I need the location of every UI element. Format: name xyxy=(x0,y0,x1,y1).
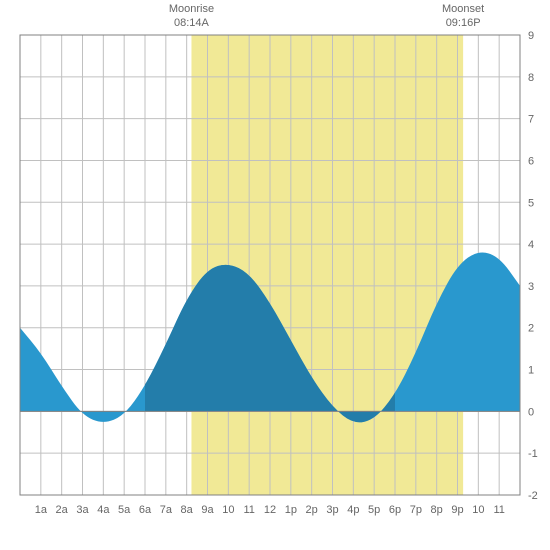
moonset-time: 09:16P xyxy=(433,16,493,30)
moonset-label: Moonset 09:16P xyxy=(433,2,493,31)
x-tick-label: 10 xyxy=(472,504,484,516)
x-tick-label: 3a xyxy=(76,504,89,516)
x-tick-label: 9a xyxy=(201,504,214,516)
y-tick-label: 2 xyxy=(528,323,534,335)
y-tick-label: -2 xyxy=(528,490,538,502)
moonrise-label: Moonrise 08:14A xyxy=(161,2,221,31)
moon-band xyxy=(191,35,463,495)
x-tick-label: 1p xyxy=(285,504,297,516)
y-tick-label: 4 xyxy=(528,239,534,251)
y-tick-label: 8 xyxy=(528,72,534,84)
x-tick-label: 7p xyxy=(410,504,422,516)
x-tick-label: 5p xyxy=(368,504,380,516)
x-tick-label: 10 xyxy=(222,504,234,516)
x-tick-label: 5a xyxy=(118,504,131,516)
tide-chart: -2-101234567891a2a3a4a5a6a7a8a9a1011121p… xyxy=(0,0,550,550)
x-tick-label: 6p xyxy=(389,504,401,516)
x-tick-label: 6a xyxy=(139,504,152,516)
moonset-title: Moonset xyxy=(433,2,493,16)
y-tick-label: 6 xyxy=(528,155,534,167)
y-tick-label: 1 xyxy=(528,365,534,377)
chart-svg: -2-101234567891a2a3a4a5a6a7a8a9a1011121p… xyxy=(0,0,550,550)
y-tick-label: 7 xyxy=(528,114,534,126)
x-tick-label: 3p xyxy=(326,504,338,516)
y-tick-label: 9 xyxy=(528,30,534,42)
y-tick-label: 0 xyxy=(528,406,534,418)
x-tick-label: 7a xyxy=(160,504,173,516)
x-tick-label: 12 xyxy=(264,504,276,516)
y-tick-label: -1 xyxy=(528,448,538,460)
x-tick-label: 9p xyxy=(451,504,463,516)
x-tick-label: 11 xyxy=(493,504,504,516)
y-tick-label: 3 xyxy=(528,281,534,293)
y-tick-label: 5 xyxy=(528,197,534,209)
moonrise-time: 08:14A xyxy=(161,16,221,30)
x-tick-label: 2a xyxy=(56,504,69,516)
x-tick-label: 8a xyxy=(181,504,194,516)
x-tick-label: 1a xyxy=(35,504,48,516)
x-tick-label: 11 xyxy=(243,504,254,516)
x-tick-label: 4p xyxy=(347,504,359,516)
x-tick-label: 2p xyxy=(306,504,318,516)
x-tick-label: 8p xyxy=(431,504,443,516)
moonrise-title: Moonrise xyxy=(161,2,221,16)
x-tick-label: 4a xyxy=(97,504,110,516)
